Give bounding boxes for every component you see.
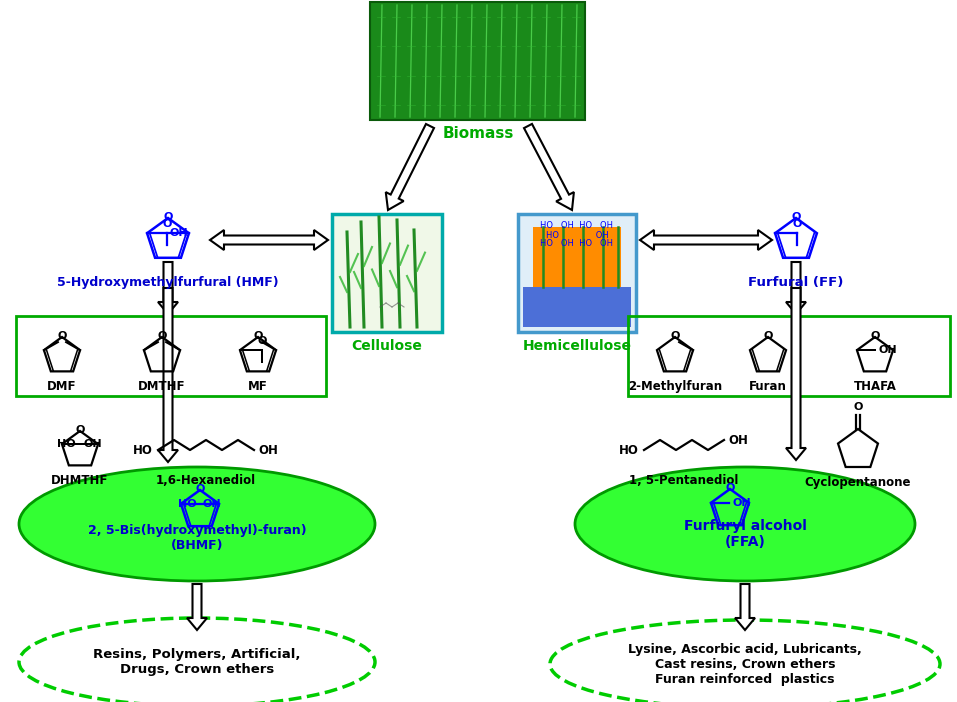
Text: DMF: DMF xyxy=(47,380,77,393)
Polygon shape xyxy=(158,262,178,314)
Text: Hemicellulose: Hemicellulose xyxy=(523,339,632,353)
Text: Resins, Polymers, Artificial,
Drugs, Crown ethers: Resins, Polymers, Artificial, Drugs, Cro… xyxy=(93,648,300,676)
Polygon shape xyxy=(187,584,207,630)
Text: OH: OH xyxy=(203,499,222,509)
Text: Cyclopentanone: Cyclopentanone xyxy=(805,476,911,489)
Text: OH: OH xyxy=(84,439,102,449)
Text: Furan: Furan xyxy=(749,380,787,393)
Ellipse shape xyxy=(575,467,915,581)
Text: HO: HO xyxy=(619,444,639,456)
Text: HO   OH  HO   OH: HO OH HO OH xyxy=(541,222,613,230)
Text: 2-Methylfuran: 2-Methylfuran xyxy=(628,380,723,393)
Text: HO   OH  HO   OH: HO OH HO OH xyxy=(541,239,613,249)
Text: THAFA: THAFA xyxy=(854,380,897,393)
Text: O: O xyxy=(670,331,679,341)
Text: Biomass: Biomass xyxy=(442,126,514,141)
Text: OH: OH xyxy=(879,345,898,355)
Text: O: O xyxy=(76,425,84,435)
Text: MF: MF xyxy=(248,380,268,393)
Text: O: O xyxy=(791,212,801,222)
Polygon shape xyxy=(210,230,328,250)
Text: O: O xyxy=(157,331,167,341)
Text: O: O xyxy=(854,402,862,412)
Text: OH: OH xyxy=(733,498,751,508)
Text: Furfural (FF): Furfural (FF) xyxy=(748,276,844,289)
Text: HO              OH: HO OH xyxy=(545,232,609,241)
Text: 1,6-Hexanediol: 1,6-Hexanediol xyxy=(156,474,256,487)
Text: Furfuryl alcohol
(FFA): Furfuryl alcohol (FFA) xyxy=(683,519,807,549)
Text: DMTHF: DMTHF xyxy=(138,380,186,393)
Text: O: O xyxy=(764,331,772,341)
Text: O: O xyxy=(792,219,802,229)
Polygon shape xyxy=(386,124,434,210)
Ellipse shape xyxy=(19,618,375,702)
Text: Cellulose: Cellulose xyxy=(351,339,422,353)
Text: 2, 5-Bis(hydroxymethyl)-furan)
(BHMF): 2, 5-Bis(hydroxymethyl)-furan) (BHMF) xyxy=(88,524,306,552)
Text: HO: HO xyxy=(133,444,153,456)
Polygon shape xyxy=(786,262,806,314)
FancyBboxPatch shape xyxy=(523,287,631,327)
Ellipse shape xyxy=(19,467,375,581)
Text: 5-Hydroxymethylfurfural (HMF): 5-Hydroxymethylfurfural (HMF) xyxy=(57,276,278,289)
Polygon shape xyxy=(524,124,574,210)
FancyBboxPatch shape xyxy=(332,214,442,332)
FancyBboxPatch shape xyxy=(370,2,585,120)
Polygon shape xyxy=(158,288,178,462)
Text: Lysine, Ascorbic acid, Lubricants,
Cast resins, Crown ethers
Furan reinforced  p: Lysine, Ascorbic acid, Lubricants, Cast … xyxy=(628,642,862,685)
Text: O: O xyxy=(57,331,67,341)
Text: HO: HO xyxy=(178,499,197,509)
Text: OH: OH xyxy=(258,444,278,456)
Polygon shape xyxy=(640,230,772,250)
Polygon shape xyxy=(735,584,755,630)
Text: O: O xyxy=(163,219,171,229)
Text: O: O xyxy=(195,484,205,494)
Text: DHMTHF: DHMTHF xyxy=(52,474,109,487)
Polygon shape xyxy=(786,288,806,460)
Text: HO: HO xyxy=(57,439,76,449)
Text: O: O xyxy=(725,483,735,493)
FancyBboxPatch shape xyxy=(518,214,636,332)
Text: 1, 5-Pentanediol: 1, 5-Pentanediol xyxy=(630,474,739,487)
FancyBboxPatch shape xyxy=(533,227,621,287)
Text: OH: OH xyxy=(728,434,747,446)
Ellipse shape xyxy=(550,620,940,702)
Text: OH: OH xyxy=(169,228,188,238)
Text: O: O xyxy=(164,212,172,222)
Text: O: O xyxy=(870,331,879,341)
Text: O: O xyxy=(257,336,267,346)
Text: O: O xyxy=(254,331,262,341)
